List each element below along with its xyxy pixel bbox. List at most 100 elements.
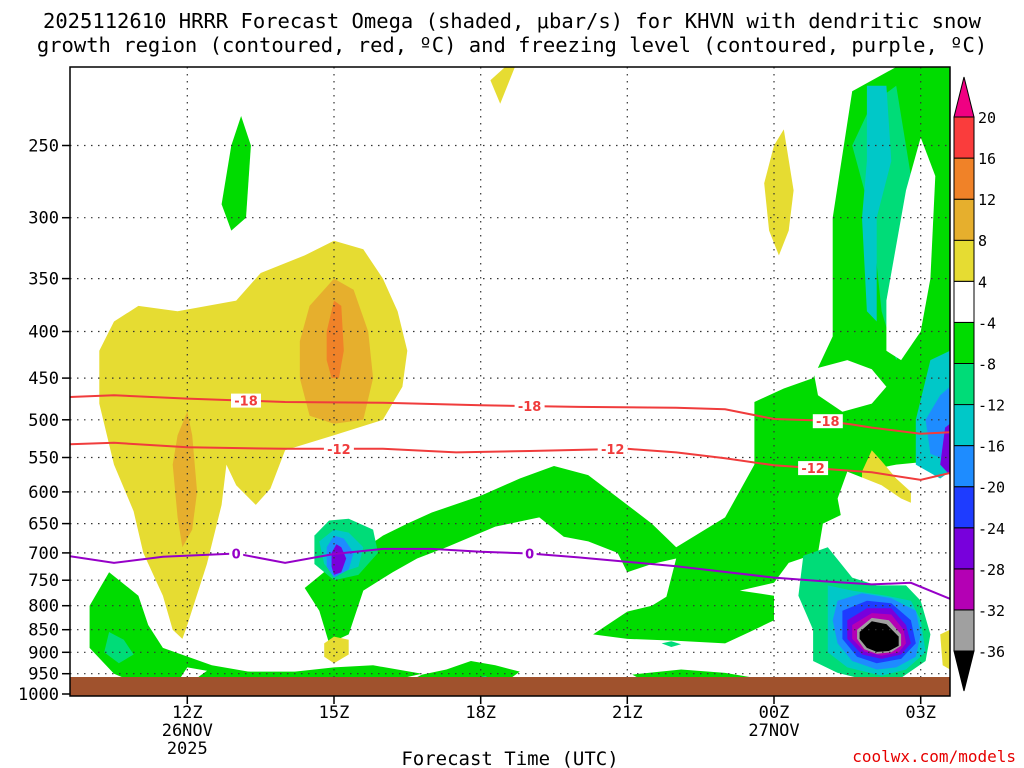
freezing-level-label-bg-1	[522, 546, 537, 561]
omega-region-25	[324, 636, 349, 664]
temp-contour-m12-label-2: -12	[801, 462, 825, 477]
y-tick-label-300: 300	[28, 209, 59, 229]
freezing-level-label-1: 0	[525, 548, 534, 563]
colorbar-label-3: -24	[978, 520, 1005, 538]
x-tick-label-15Z: 15Z	[319, 703, 350, 723]
temp-contour-m12-label-0: -12	[327, 443, 351, 458]
temp-contour-m18-label-bg-0	[231, 393, 261, 408]
colorbar-label-13: 20	[978, 109, 996, 127]
temp-contour-m18-label-2: -18	[816, 415, 840, 430]
temp-contour-m18-line	[70, 394, 950, 435]
x-tick-label-18Z: 18Z	[465, 703, 496, 723]
temp-contour-m18-label-0: -18	[234, 395, 258, 410]
x-tick-date-00Z: 27NOV	[748, 721, 799, 741]
omega-region-26	[490, 67, 515, 104]
colorbar-label-5: -16	[978, 438, 1005, 456]
colorbar-label-10: 8	[978, 232, 987, 250]
colorbar-band-8	[953, 321, 975, 364]
x-tick-label-03Z: 03Z	[905, 703, 936, 723]
contour-lines: -18 -18 -18 -12 -12 -12 0 0	[70, 393, 950, 600]
y-tick-label-800: 800	[28, 597, 59, 617]
omega-region-6	[104, 632, 134, 664]
temp-contour-m12-label-1: -12	[601, 443, 625, 458]
temp-contour-m12-label-bg-1	[597, 442, 628, 457]
omega-region-36	[661, 641, 682, 647]
omega-colorbar: -36 -32 -28 -24 -20 -16 -12 -8 -4 4 8 12 16 20	[953, 76, 1005, 692]
y-tick-label-350: 350	[28, 270, 59, 290]
colorbar-band-11	[953, 198, 975, 241]
colorbar-band-12	[953, 157, 975, 200]
y-tick-label-850: 850	[28, 621, 59, 641]
y-tick-label-250: 250	[28, 137, 59, 157]
temp-contour-m18-label-bg-2	[812, 414, 843, 429]
colorbar-label-1: -32	[978, 602, 1005, 620]
omega-region-31	[326, 300, 344, 379]
pressure-axis: 2503003504004505005506006507007508008509…	[18, 137, 70, 705]
freezing-level-label-bg-0	[229, 546, 244, 561]
y-tick-label-1000: 1000	[18, 685, 59, 705]
ground-surface	[70, 677, 950, 696]
x-tick-label-12Z: 12Z	[172, 703, 203, 723]
omega-region-0	[89, 572, 295, 684]
colorbar-label-8: -4	[978, 314, 996, 332]
colorbar-band-7	[953, 363, 975, 406]
colorbar-label-4: -20	[978, 479, 1005, 497]
temp-contour-m18-label-bg-1	[514, 399, 545, 414]
omega-region-18	[331, 544, 347, 575]
colorbar-band-13	[953, 116, 975, 159]
x-tick-year-12Z: 2025	[167, 739, 208, 759]
omega-region-4	[221, 116, 251, 231]
freezing-level-label-0: 0	[232, 548, 241, 563]
colorbar-label-7: -8	[978, 356, 996, 374]
omega-region-37	[940, 629, 950, 670]
colorbar-band-1	[953, 609, 975, 652]
colorbar-label-11: 12	[978, 191, 996, 209]
colorbar-band-3	[953, 527, 975, 570]
colorbar-label-2: -28	[978, 561, 1005, 579]
colorbar-band-9	[953, 280, 975, 323]
y-tick-label-650: 650	[28, 515, 59, 535]
y-tick-label-400: 400	[28, 323, 59, 343]
colorbar-label-0: -36	[978, 643, 1005, 661]
temp-contour-m12-label-bg-0	[323, 441, 354, 456]
omega-shaded-regions	[89, 67, 950, 694]
omega-region-19	[940, 423, 950, 476]
temp-contour-m12-label-bg-2	[798, 461, 829, 476]
x-tick-label-00Z: 00Z	[759, 703, 790, 723]
credit-text: coolwx.com/models	[852, 747, 1016, 766]
y-tick-label-450: 450	[28, 369, 59, 389]
omega-region-2	[304, 67, 950, 644]
y-tick-label-500: 500	[28, 411, 59, 431]
y-tick-label-950: 950	[28, 665, 59, 685]
omega-region-34	[837, 471, 921, 542]
omega-region-33	[813, 360, 887, 412]
plot-frame	[69, 66, 951, 697]
colorbar-label-9: 4	[978, 273, 987, 291]
colorbar-label-12: 16	[978, 150, 996, 168]
omega-region-23	[859, 621, 899, 652]
colorbar-band-14	[953, 76, 975, 118]
y-tick-label-600: 600	[28, 483, 59, 503]
x-tick-label-21Z: 21Z	[612, 703, 643, 723]
y-tick-label-750: 750	[28, 571, 59, 591]
omega-region-29	[172, 411, 198, 548]
colorbar-band-4	[953, 486, 975, 529]
omega-region-32	[886, 137, 936, 361]
colorbar-band-6	[953, 404, 975, 447]
y-tick-label-550: 550	[28, 449, 59, 469]
temp-contour-m18-label-1: -18	[518, 400, 542, 415]
chart-title-line1: 2025112610 HRRR Forecast Omega (shaded, …	[43, 9, 982, 33]
omega-region-27	[764, 129, 794, 256]
x-axis-label: Forecast Time (UTC)	[401, 748, 618, 768]
freezing-level-line	[70, 547, 950, 600]
colorbar-band-5	[953, 445, 975, 488]
omega-region-11	[862, 85, 892, 322]
colorbar-band-10	[953, 239, 975, 282]
chart-title-line2: growth region (contoured, red, ºC) and f…	[37, 33, 987, 57]
colorbar-band-2	[953, 568, 975, 611]
y-tick-label-900: 900	[28, 643, 59, 663]
y-tick-label-700: 700	[28, 544, 59, 564]
colorbar-label-6: -12	[978, 397, 1005, 415]
